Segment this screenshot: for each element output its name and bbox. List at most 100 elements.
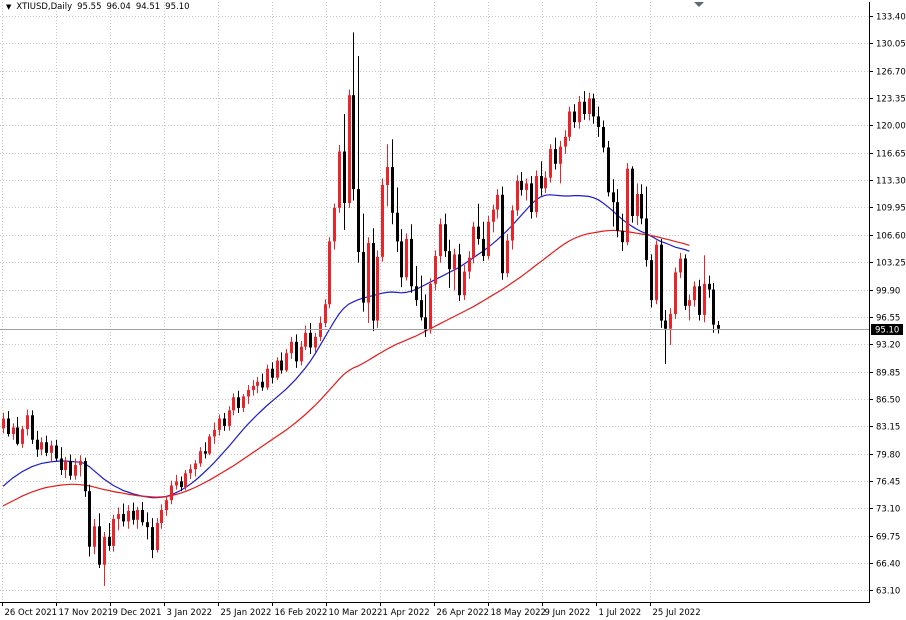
candle — [40, 437, 43, 456]
triangle-down-icon[interactable]: ▼ — [6, 3, 12, 11]
candle-body — [669, 314, 672, 329]
candle-body — [588, 98, 591, 114]
candle — [290, 336, 293, 359]
candle-body — [98, 526, 101, 565]
candle-body — [333, 207, 336, 242]
candle-body — [559, 146, 562, 164]
candle-body — [636, 193, 639, 217]
candle — [496, 189, 499, 219]
candle — [640, 184, 643, 225]
candle — [660, 238, 663, 328]
candle — [645, 186, 648, 267]
candle-body — [228, 410, 231, 426]
candle-body — [679, 258, 682, 273]
candle — [655, 240, 658, 305]
candle — [79, 455, 82, 477]
candle — [616, 189, 619, 238]
candle — [477, 203, 480, 245]
candle — [165, 496, 168, 516]
candle — [607, 140, 610, 197]
chart-header: ▼ XTIUSD,Daily 95.55 96.04 94.51 95.10 — [6, 2, 195, 12]
candle — [232, 393, 235, 416]
candle — [88, 484, 91, 557]
candle — [146, 512, 149, 540]
candle — [429, 278, 432, 334]
candle — [439, 218, 442, 263]
candle — [588, 92, 591, 121]
candle-body — [252, 385, 255, 390]
candle — [141, 501, 144, 526]
candle-body — [208, 436, 211, 454]
candle — [698, 279, 701, 321]
candle-body — [712, 289, 715, 325]
candle — [511, 205, 514, 250]
candle — [693, 281, 696, 307]
candle — [199, 447, 202, 467]
candle-body — [396, 212, 399, 242]
candle — [367, 237, 370, 324]
ma-fast-line — [2, 194, 690, 499]
y-tick-label: 73.10 — [876, 505, 900, 515]
candle-body — [698, 286, 701, 315]
candle — [300, 340, 303, 366]
candle — [592, 93, 595, 124]
candle — [458, 243, 461, 301]
candle — [189, 464, 192, 479]
y-tick-label: 63.10 — [876, 587, 900, 597]
candle — [684, 254, 687, 310]
y-tick-label: 99.90 — [876, 287, 900, 297]
candle — [338, 145, 341, 213]
candle-body — [496, 194, 499, 210]
candle — [36, 430, 39, 457]
candle — [712, 282, 715, 333]
triangle-down-icon[interactable] — [694, 2, 704, 7]
candle — [132, 502, 135, 525]
candle — [602, 120, 605, 153]
candle-body — [21, 429, 24, 444]
candle — [84, 457, 87, 497]
candle — [376, 250, 379, 328]
open-value: 95.55 — [77, 2, 102, 12]
candle-body — [357, 189, 360, 252]
candle — [621, 213, 624, 252]
candle — [60, 447, 63, 475]
candle — [554, 137, 557, 170]
candle-body — [516, 180, 519, 211]
candle-body — [151, 527, 154, 550]
candle-body — [506, 240, 509, 274]
current-price-tag: 95.10 — [871, 324, 903, 336]
candle-body — [612, 192, 615, 203]
candle-body — [103, 536, 106, 565]
candle-body — [261, 381, 264, 388]
candle-body — [156, 523, 159, 550]
y-tick-label: 103.25 — [876, 259, 906, 269]
candle-body — [564, 136, 567, 147]
candle-body — [664, 320, 667, 329]
candle — [348, 89, 351, 208]
candle-body — [554, 149, 557, 164]
candle-body — [7, 418, 10, 435]
candle — [204, 442, 207, 459]
time-axis[interactable]: 26 Oct 2021 17 Nov 2021 9 Dec 2021 3 Jan 20… — [2, 602, 701, 618]
candle — [372, 228, 375, 332]
candle — [664, 309, 667, 364]
candle — [506, 234, 509, 278]
candle-body — [256, 381, 259, 386]
candle-body — [492, 209, 495, 222]
candle — [703, 255, 706, 323]
grid — [0, 2, 869, 602]
candle — [717, 321, 720, 334]
x-tick-label: 10 Mar 2022 — [329, 608, 383, 618]
candle — [237, 390, 240, 413]
candle — [252, 380, 255, 396]
candle — [314, 332, 317, 353]
candle-body — [314, 336, 317, 348]
candle-body — [165, 500, 168, 510]
price-axis[interactable]: 133.40 130.05 126.70 123.35 120.00 116.65 113.… — [869, 13, 906, 597]
candle — [247, 385, 250, 404]
candle-body — [684, 258, 687, 306]
candle — [74, 458, 77, 480]
candle — [112, 514, 115, 552]
